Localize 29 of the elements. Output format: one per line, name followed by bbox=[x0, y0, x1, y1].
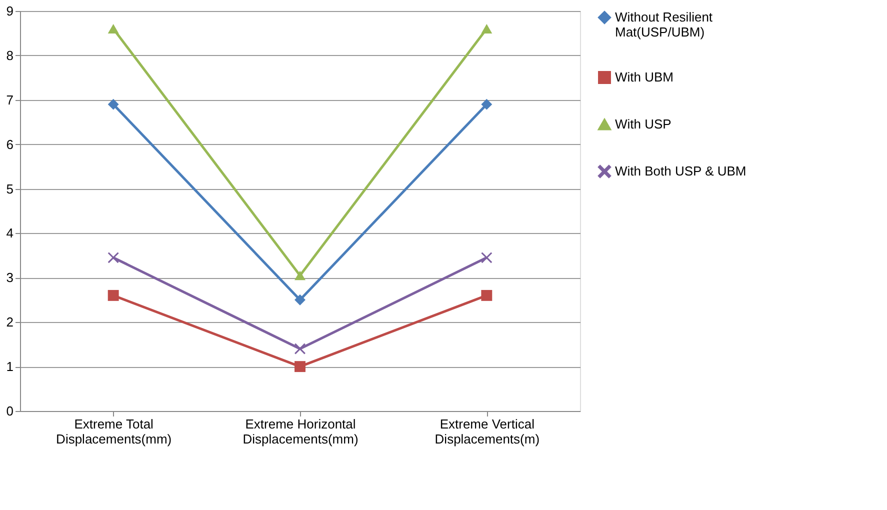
point bbox=[481, 252, 492, 264]
y-tick-label: 2 bbox=[6, 314, 14, 330]
point bbox=[108, 252, 119, 264]
point bbox=[294, 294, 306, 306]
x-tick-label: Extreme Horizontal Displacements(mm) bbox=[242, 416, 358, 446]
y-tick-label: 7 bbox=[6, 92, 14, 108]
y-tick-label: 9 bbox=[6, 4, 14, 18]
x-tick-label: Extreme Vertical Displacements(m) bbox=[434, 416, 540, 446]
y-tick-label: 0 bbox=[6, 404, 14, 418]
point bbox=[481, 290, 492, 301]
y-tick-label: 3 bbox=[6, 270, 14, 286]
y-tick-label: 1 bbox=[6, 359, 14, 374]
y-tick-label: 6 bbox=[6, 136, 14, 152]
legend-label: With Both USP & UBM bbox=[615, 164, 746, 178]
point bbox=[481, 24, 492, 34]
y-tick-label: 5 bbox=[6, 181, 14, 196]
point bbox=[108, 24, 119, 34]
point bbox=[294, 270, 306, 280]
point bbox=[481, 98, 492, 110]
point bbox=[294, 343, 306, 354]
point bbox=[108, 290, 119, 301]
legend-label: Without Resilient Mat(USP/UBM) bbox=[615, 10, 713, 40]
y-tick-label: 8 bbox=[6, 48, 14, 63]
legend-label: With USP bbox=[615, 116, 672, 132]
point bbox=[108, 98, 119, 110]
x-tick-label: Extreme Total Displacements(mm) bbox=[56, 416, 172, 446]
point bbox=[294, 361, 306, 372]
y-tick-label: 4 bbox=[6, 226, 14, 241]
legend-label: With UBM bbox=[615, 70, 674, 84]
